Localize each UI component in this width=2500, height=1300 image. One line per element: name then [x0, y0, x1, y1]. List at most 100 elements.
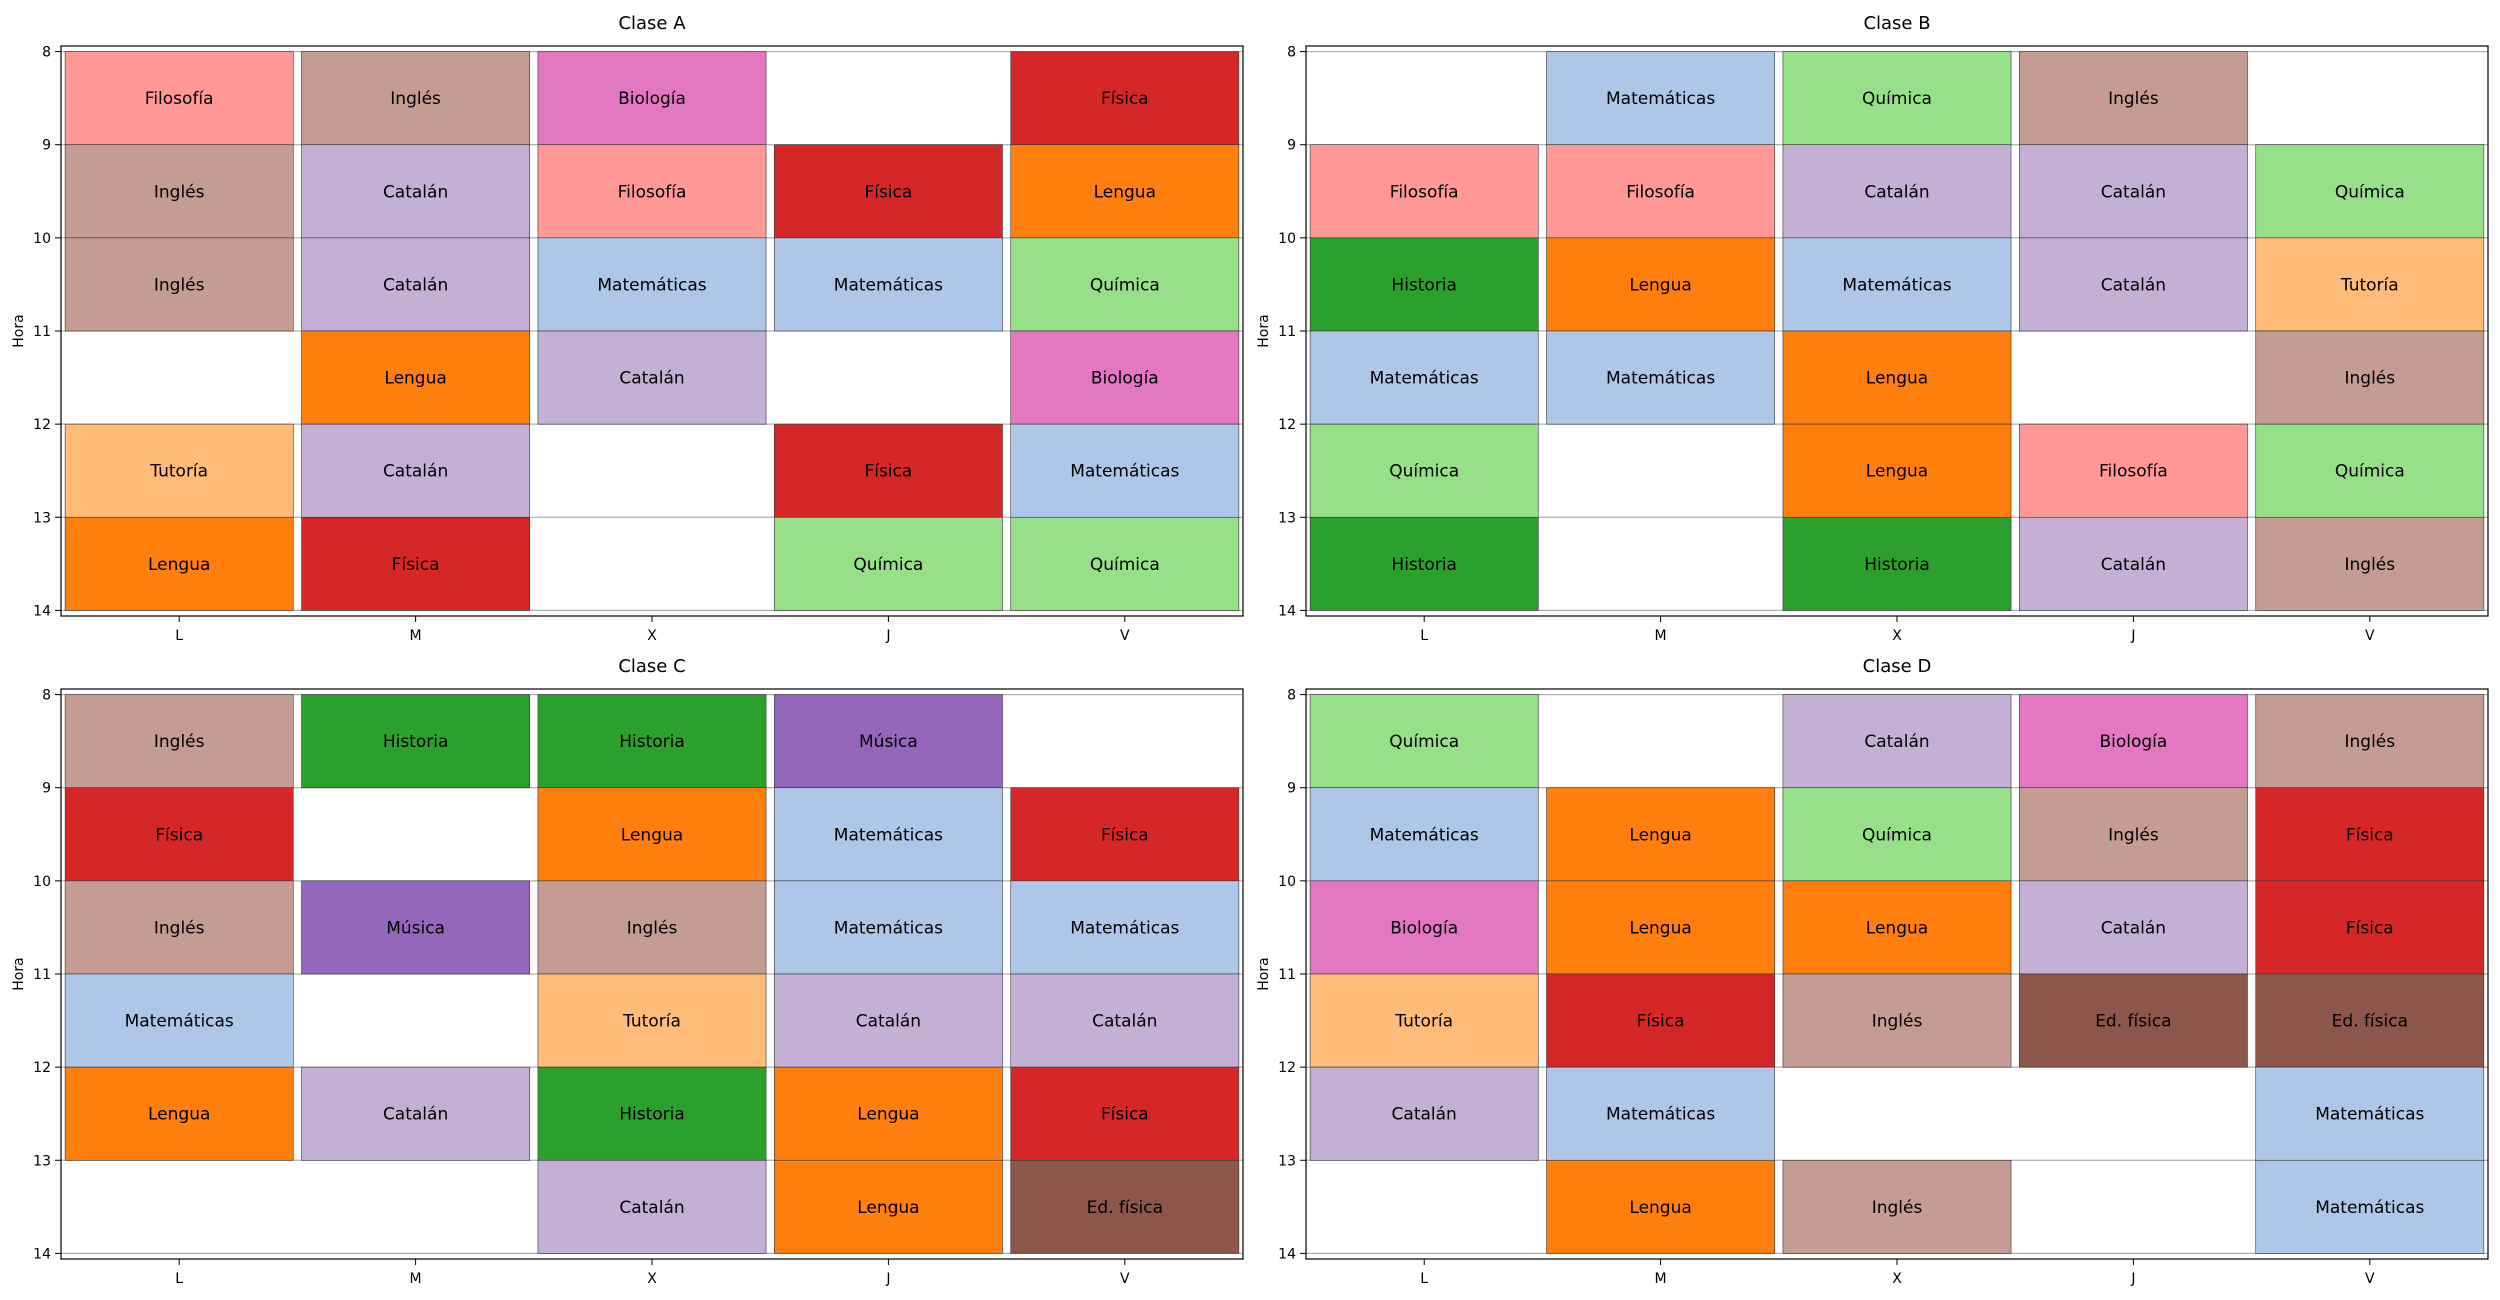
schedule-cell — [64, 787, 294, 882]
schedule-cell-label: Matemáticas — [2315, 1105, 2424, 1125]
schedule-cell — [1010, 423, 1240, 518]
schedule-cell — [2019, 237, 2248, 332]
schedule-cell — [64, 516, 294, 611]
schedule-cell — [64, 237, 294, 332]
schedule-cell — [1010, 516, 1240, 611]
schedule-cell-label: Química — [1862, 825, 1932, 845]
x-tick-label: M — [1655, 628, 1667, 644]
schedule-cell-label: Biología — [1390, 918, 1458, 938]
x-tick-label: V — [1120, 628, 1130, 644]
schedule-cell — [2255, 694, 2485, 789]
x-tick-label: J — [2130, 628, 2135, 644]
schedule-cell — [2019, 144, 2248, 239]
y-tick-label: 10 — [1278, 231, 1296, 247]
x-tick-label: L — [1420, 628, 1428, 644]
schedule-cell-label: Matemáticas — [834, 825, 943, 845]
y-tick-label: 12 — [33, 417, 51, 433]
schedule-cell — [1309, 880, 1539, 975]
schedule-cell-label: Lengua — [621, 825, 683, 845]
schedule-cell-label: Lengua — [1094, 182, 1156, 202]
schedule-cell-label: Lengua — [1629, 275, 1691, 295]
y-tick-label: 13 — [1278, 1153, 1296, 1169]
schedule-cell — [1782, 973, 2012, 1068]
schedule-cell-label: Historia — [383, 732, 449, 752]
schedule-cell-label: Inglés — [390, 89, 441, 109]
schedule-cell — [1546, 144, 1775, 239]
x-tick-label: X — [647, 1271, 657, 1287]
y-tick-label: 9 — [42, 781, 51, 797]
schedule-cell — [2255, 1066, 2485, 1161]
schedule-cell — [774, 694, 1003, 789]
schedule-cell-label: Tutoría — [149, 462, 208, 482]
schedule-cell — [1010, 144, 1240, 239]
x-tick-label: M — [410, 628, 422, 644]
schedule-cell — [1309, 516, 1539, 611]
schedule-cell-label: Inglés — [2344, 555, 2395, 575]
schedule-cell-label: Inglés — [2344, 732, 2395, 752]
y-tick-label: 8 — [42, 45, 51, 61]
y-tick-label: 12 — [33, 1060, 51, 1076]
schedule-cell-label: Filosofía — [2099, 462, 2168, 482]
schedule-cell-label: Catalán — [619, 1198, 684, 1218]
schedule-cell-label: Inglés — [2108, 89, 2159, 109]
schedule-cell — [301, 423, 530, 518]
schedule-cell — [537, 144, 767, 239]
schedule-cell — [774, 144, 1003, 239]
schedule-cell-label: Física — [864, 462, 912, 482]
schedule-cell-label: Física — [1637, 1012, 1685, 1032]
schedule-cell — [1546, 330, 1775, 425]
schedule-cell — [537, 880, 767, 975]
schedule-cell — [774, 880, 1003, 975]
schedule-cell-label: Catalán — [2101, 918, 2166, 938]
y-tick-label: 14 — [1278, 603, 1296, 619]
schedule-cell-label: Catalán — [856, 1012, 921, 1032]
schedule-cell-label: Física — [392, 555, 440, 575]
schedule-cell — [301, 694, 530, 789]
schedule-cell — [2019, 787, 2248, 882]
chart-title: Clase A — [618, 13, 686, 34]
schedule-cell — [64, 973, 294, 1068]
schedule-cell — [2019, 694, 2248, 789]
schedule-cell-label: Física — [864, 182, 912, 202]
schedule-cell-label: Química — [1090, 555, 1160, 575]
schedule-cell — [774, 1159, 1003, 1254]
schedule-cell-label: Matemáticas — [1070, 918, 1179, 938]
schedule-cell-label: Inglés — [1872, 1198, 1923, 1218]
y-tick-label: 11 — [33, 967, 51, 983]
schedule-cell — [537, 51, 767, 146]
schedule-cell-label: Lengua — [148, 555, 210, 575]
schedule-cell-label: Química — [2335, 182, 2405, 202]
schedule-cell — [1309, 330, 1539, 425]
schedule-cell-label: Inglés — [627, 918, 678, 938]
x-tick-label: J — [885, 1271, 890, 1287]
schedule-cell — [1309, 144, 1539, 239]
y-tick-label: 12 — [1278, 1060, 1296, 1076]
schedule-cell — [2255, 144, 2485, 239]
schedule-cell-label: Tutoría — [1394, 1012, 1453, 1032]
y-tick-label: 11 — [33, 324, 51, 340]
schedule-cell — [1782, 880, 2012, 975]
schedule-cell — [1782, 787, 2012, 882]
schedule-cell — [1782, 516, 2012, 611]
schedule-cell — [1782, 51, 2012, 146]
schedule-cell — [1782, 237, 2012, 332]
schedule-cell-label: Inglés — [154, 182, 205, 202]
schedule-cell-label: Lengua — [1629, 918, 1691, 938]
schedule-cell-label: Matemáticas — [2315, 1198, 2424, 1218]
schedule-cell — [2255, 787, 2485, 882]
schedule-cell-label: Música — [859, 732, 918, 752]
y-tick-label: 8 — [1287, 688, 1296, 704]
schedule-cell-label: Matemáticas — [1606, 1105, 1715, 1125]
schedule-cell — [1546, 973, 1775, 1068]
schedule-cell — [1546, 237, 1775, 332]
y-tick-label: 8 — [1287, 45, 1296, 61]
schedule-cell-label: Ed. física — [1087, 1198, 1163, 1218]
schedule-cell — [1010, 237, 1240, 332]
schedule-cell-label: Catalán — [383, 462, 448, 482]
schedule-cell-label: Química — [1389, 462, 1459, 482]
schedule-cell — [2255, 237, 2485, 332]
schedule-cell-label: Matemáticas — [834, 918, 943, 938]
schedule-cell-label: Matemáticas — [1606, 369, 1715, 389]
schedule-cell — [2019, 880, 2248, 975]
schedule-cell-label: Inglés — [2108, 825, 2159, 845]
